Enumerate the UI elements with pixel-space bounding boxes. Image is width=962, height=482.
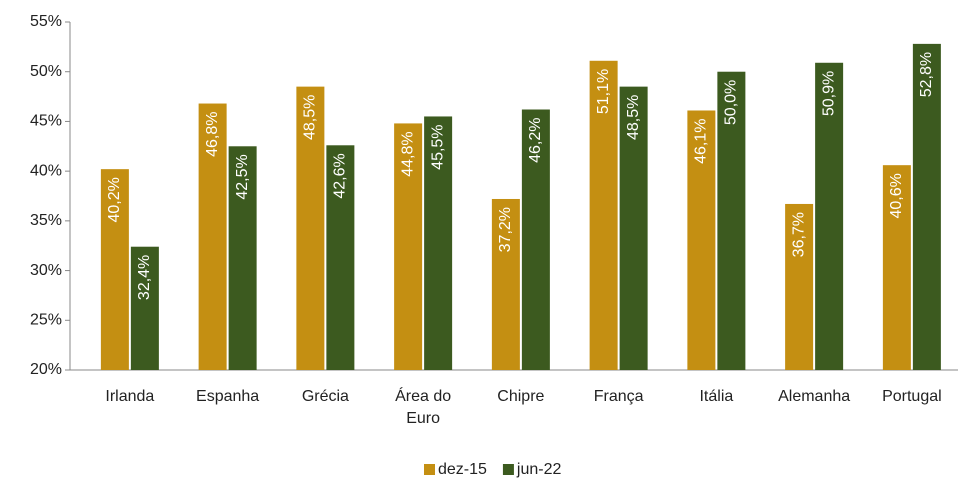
value-label: 46,2%: [527, 117, 544, 162]
legend-label: jun-22: [516, 461, 562, 478]
x-tick-label: Grécia: [277, 386, 375, 408]
value-label: 51,1%: [595, 69, 612, 114]
value-label: 42,6%: [332, 153, 349, 198]
y-tick-label: 20%: [30, 361, 62, 378]
bar: [619, 86, 648, 370]
x-tick-text: Grécia: [301, 388, 349, 405]
y-tick-label: 55%: [30, 13, 62, 30]
bar: [130, 246, 159, 370]
x-tick-label: Portugal: [863, 386, 961, 408]
legend-label: dez-15: [438, 461, 487, 478]
x-tick-text: Área do Euro: [395, 388, 452, 427]
x-tick-text: Itália: [699, 388, 734, 405]
x-tick-text: Alemanha: [778, 388, 851, 405]
x-tick-label: Chipre: [472, 386, 570, 408]
y-tick-label: 35%: [30, 212, 62, 229]
legend-swatch: [424, 464, 435, 475]
bar: [198, 103, 227, 370]
value-label: 46,1%: [693, 118, 710, 163]
bar: [100, 169, 129, 370]
x-tick-text: Chipre: [497, 388, 545, 405]
x-tick-text: Irlanda: [105, 388, 155, 405]
y-tick-label: 50%: [30, 63, 62, 80]
value-label: 46,8%: [204, 112, 221, 157]
value-label: 40,2%: [106, 177, 123, 222]
x-tick-label: Área do Euro: [374, 386, 472, 430]
x-tick-label: Irlanda: [81, 386, 179, 408]
y-tick-label: 30%: [30, 262, 62, 279]
value-label: 50,9%: [820, 71, 837, 116]
x-tick-text: Portugal: [882, 388, 942, 405]
x-tick-label: Alemanha: [765, 386, 863, 408]
value-label: 36,7%: [790, 212, 807, 257]
y-tick-label: 40%: [30, 162, 62, 179]
bar: [717, 71, 746, 370]
value-label: 52,8%: [918, 52, 935, 97]
bar: [521, 109, 550, 371]
bar: [296, 86, 325, 370]
bar: [326, 145, 355, 370]
bar: [228, 146, 257, 370]
value-label: 42,5%: [234, 154, 251, 199]
value-label: 45,5%: [429, 124, 446, 169]
value-label: 50,0%: [723, 80, 740, 125]
bar: [491, 198, 520, 370]
bar: [424, 116, 453, 370]
value-label: 40,6%: [888, 173, 905, 218]
value-label: 48,5%: [302, 95, 319, 140]
value-label: 44,8%: [399, 131, 416, 176]
bar: [687, 110, 716, 371]
x-tick-text: Espanha: [196, 388, 260, 405]
y-tick-label: 25%: [30, 312, 62, 329]
value-label: 32,4%: [136, 255, 153, 300]
bar: [815, 62, 844, 370]
bar: [589, 60, 618, 371]
y-tick-label: 45%: [30, 113, 62, 130]
x-tick-label: França: [570, 386, 668, 408]
bar: [882, 165, 911, 370]
x-tick-text: França: [593, 388, 644, 405]
value-label: 37,2%: [497, 207, 514, 252]
x-tick-label: Itália: [668, 386, 766, 408]
bar: [785, 203, 814, 370]
value-label: 48,5%: [625, 95, 642, 140]
bar: [912, 43, 941, 370]
bar: [394, 123, 423, 370]
x-tick-label: Espanha: [179, 386, 277, 408]
legend-swatch: [502, 464, 514, 475]
